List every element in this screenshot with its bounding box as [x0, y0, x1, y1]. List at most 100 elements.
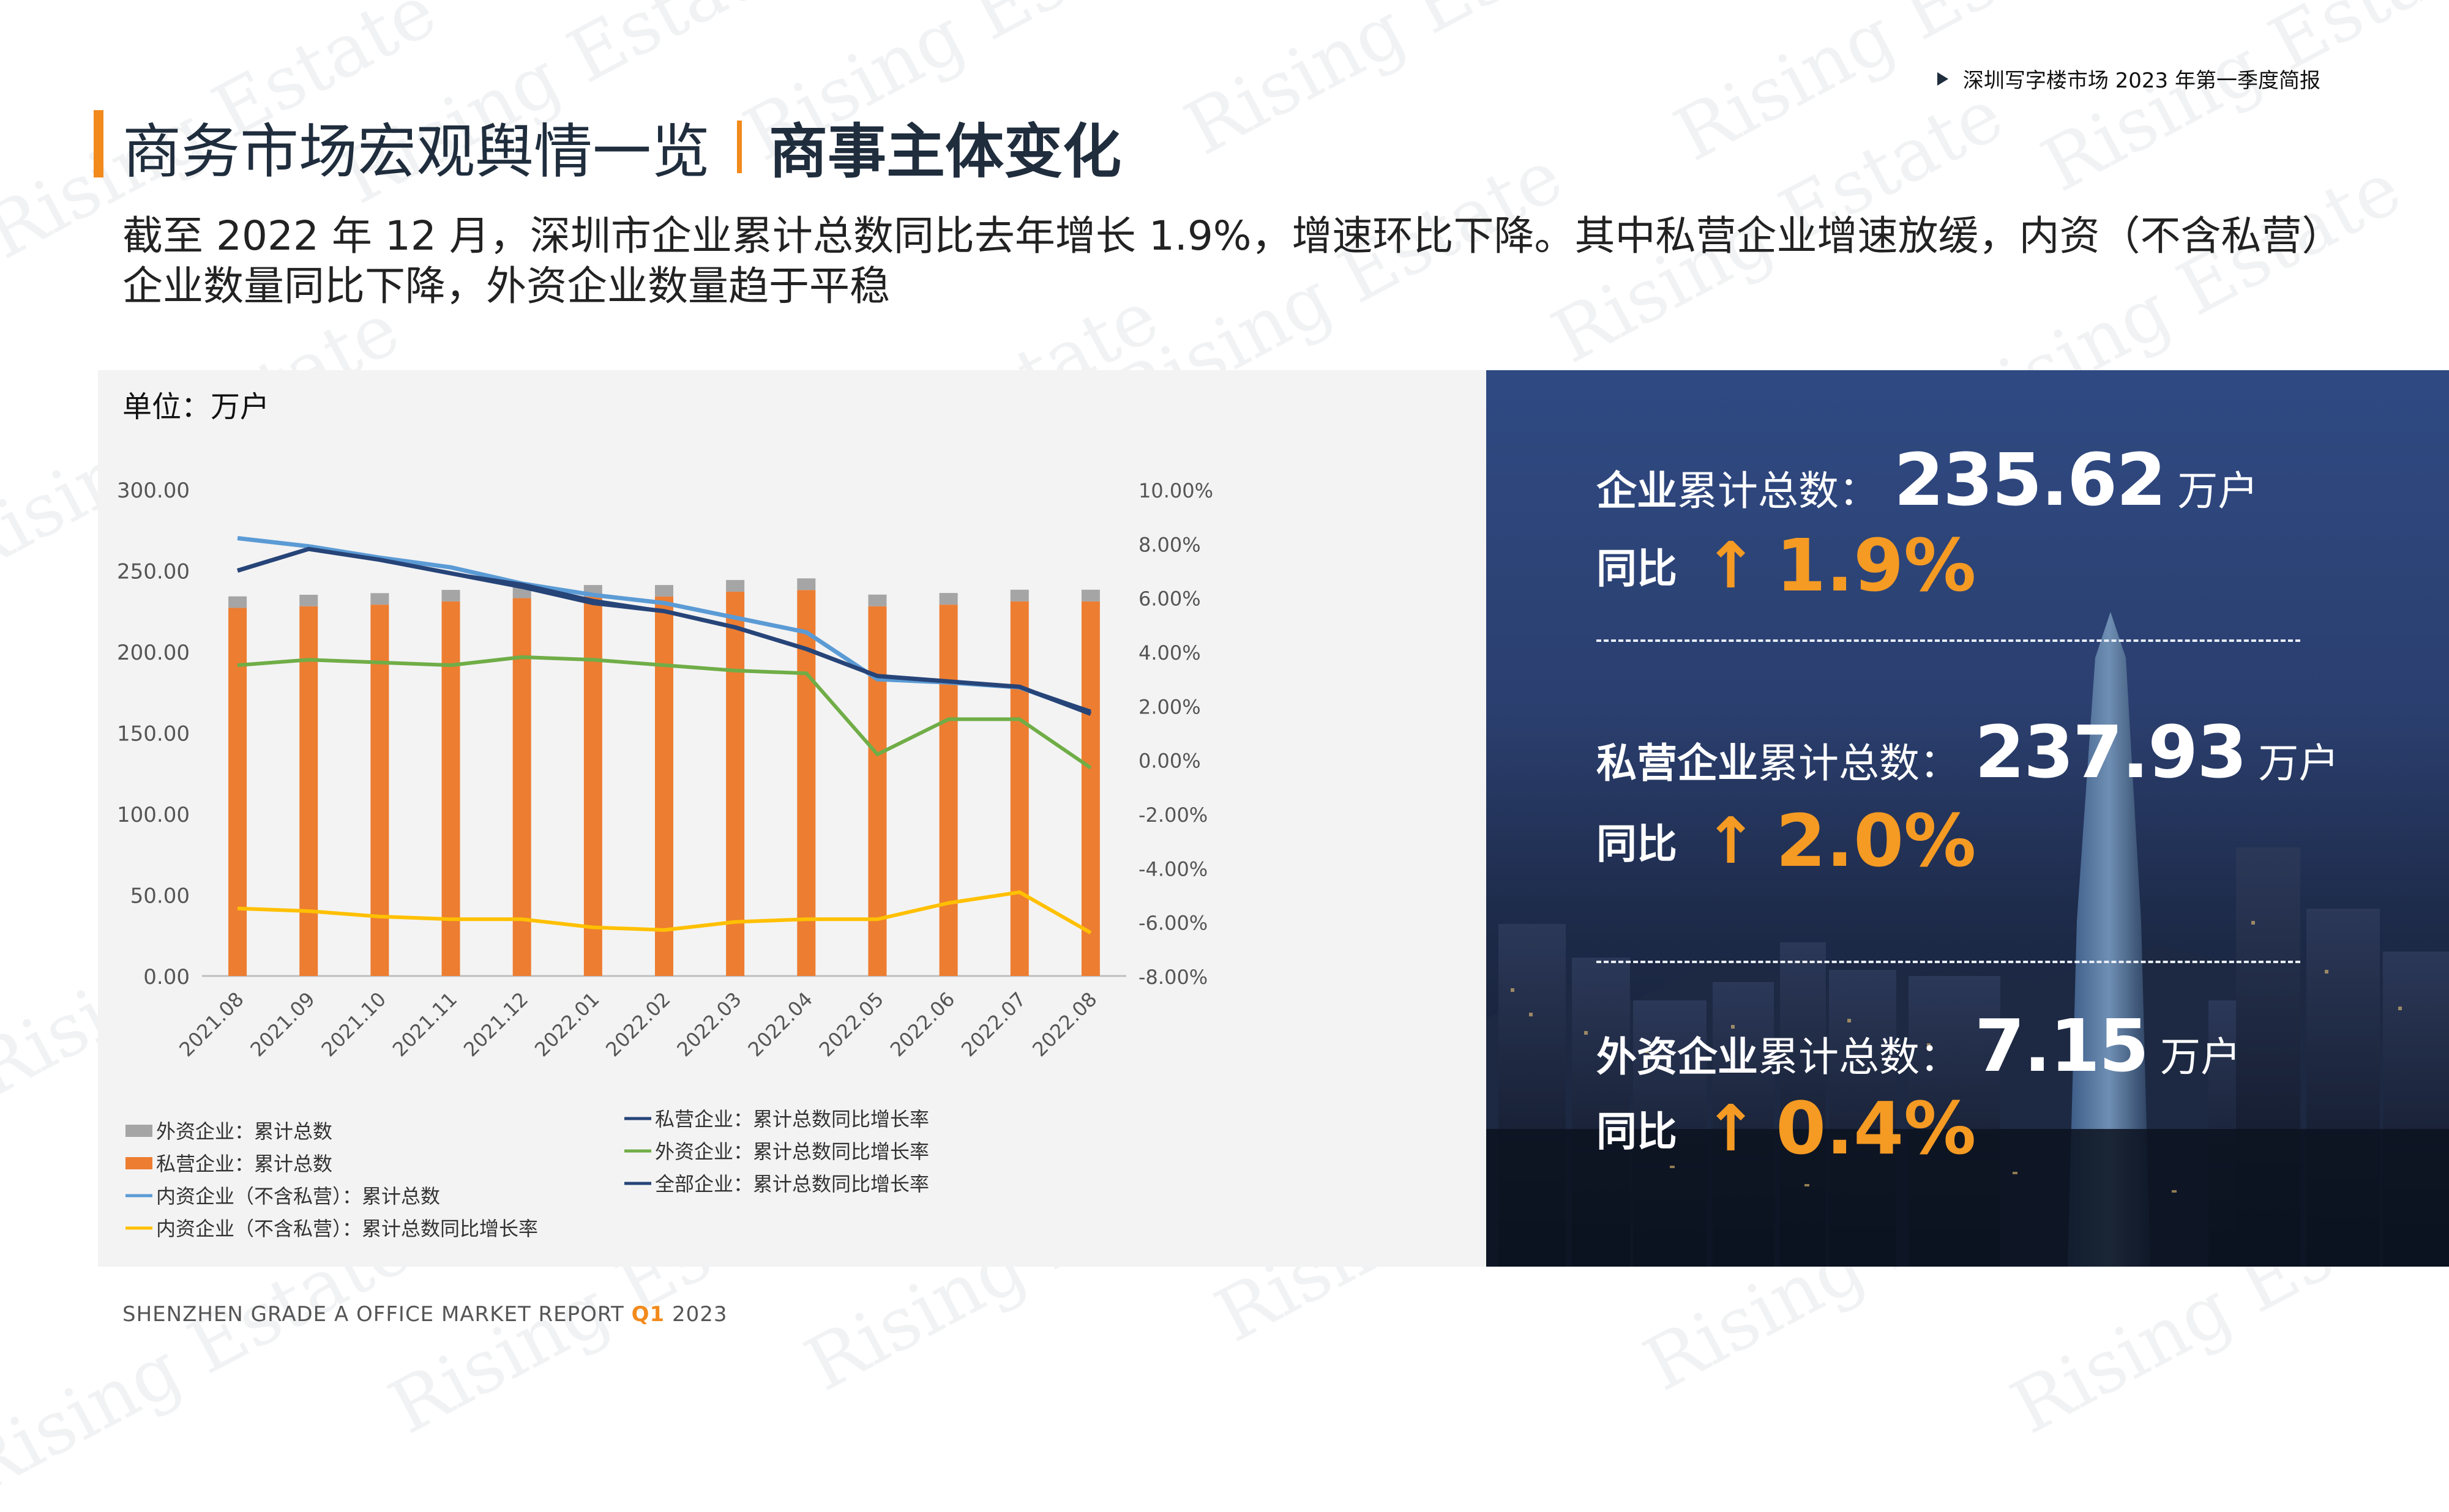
up-arrow-icon: ↑ — [1704, 1091, 1758, 1166]
y-axis-tick-label: 50.00 — [130, 884, 190, 909]
yoy-label: 同比 — [1596, 1108, 1677, 1155]
yoy-value: 0.4% — [1776, 1086, 1976, 1171]
y-axis-tick-label: 100.00 — [117, 803, 190, 827]
y2-axis-tick-label: 10.00% — [1139, 479, 1213, 502]
x-axis-tick-label: 2021.12 — [459, 988, 533, 1061]
footer-report-name: SHENZHEN GRADE A OFFICE MARKET REPORT — [122, 1302, 624, 1327]
y2-axis-tick-label: -2.00% — [1139, 803, 1208, 827]
yoy-label: 同比 — [1596, 821, 1677, 868]
x-axis-tick-label: 2022.02 — [601, 988, 675, 1061]
x-axis-tick-label: 2022.08 — [1028, 988, 1101, 1061]
stat-label-bold: 私营企业 — [1596, 740, 1758, 787]
report-header-note: 深圳写字楼市场 2023 年第一季度简报 — [1937, 64, 2320, 94]
legend-swatch-bar — [125, 1125, 152, 1137]
bar-private-enterprises — [299, 606, 318, 976]
legend-label: 私营企业：累计总数 — [156, 1152, 332, 1175]
bar-foreign-enterprises — [1010, 589, 1029, 601]
footer: SHENZHEN GRADE A OFFICE MARKET REPORT Q1… — [122, 1302, 728, 1327]
yoy-value: 1.9% — [1776, 523, 1976, 608]
stat-private-yoy: 同比 ↑ 2.0% — [1596, 799, 1976, 883]
y2-axis-tick-label: 2.00% — [1139, 695, 1201, 718]
stat-unit: 万户 — [2177, 467, 2259, 515]
stat-label: 累计总数： — [1677, 467, 1879, 515]
stat-foreign-yoy: 同比 ↑ 0.4% — [1596, 1086, 1976, 1171]
stat-unit: 万户 — [2258, 740, 2339, 787]
bar-private-enterprises — [1081, 601, 1100, 976]
x-axis-tick-label: 2022.03 — [672, 988, 746, 1061]
yoy-label: 同比 — [1596, 545, 1677, 592]
chart-unit-label: 单位：万户 — [122, 390, 270, 424]
bar-private-enterprises — [583, 596, 602, 976]
up-arrow-icon: ↑ — [1704, 528, 1758, 603]
y2-axis-tick-label: -4.00% — [1139, 857, 1208, 881]
line-foreign-growth — [237, 655, 1092, 770]
y-axis-tick-label: 300.00 — [117, 479, 190, 503]
legend-label: 外资企业：累计总数 — [156, 1120, 332, 1143]
stat-label: 累计总数： — [1758, 740, 1960, 787]
bar-private-enterprises — [1010, 601, 1029, 976]
bar-foreign-enterprises — [797, 578, 816, 590]
city-skyline-image — [1486, 612, 2449, 1267]
page-title: 商务市场宏观舆情一览 商事主体变化 — [122, 104, 1121, 189]
divider — [1596, 639, 2300, 642]
y-axis-tick-label: 250.00 — [117, 560, 190, 584]
x-axis-tick-label: 2022.01 — [530, 988, 604, 1061]
stat-value: 235.62 — [1894, 438, 2166, 522]
bar-foreign-enterprises — [726, 579, 745, 592]
stat-label-bold: 企业 — [1596, 467, 1677, 515]
header-note-text: 深圳写字楼市场 2023 年第一季度简报 — [1962, 69, 2320, 93]
divider — [1596, 961, 2300, 963]
y2-axis-tick-label: -6.00% — [1139, 912, 1208, 935]
bar-private-enterprises — [228, 608, 247, 976]
x-axis-tick-label: 2021.08 — [174, 988, 248, 1061]
chart-panel — [98, 370, 1486, 1267]
x-axis-tick-label: 2022.05 — [815, 988, 888, 1061]
page-title-main: 商务市场宏观舆情一览 — [122, 117, 710, 186]
bar-private-enterprises — [868, 606, 887, 976]
stat-label-bold: 外资企业 — [1596, 1033, 1758, 1081]
yoy-value: 2.0% — [1776, 799, 1976, 883]
legend-label: 内资企业（不含私营）：累计总数同比增长率 — [156, 1217, 538, 1240]
footer-quarter: Q1 — [631, 1302, 665, 1327]
y2-axis-tick-label: 0.00% — [1139, 750, 1201, 773]
legend-label: 私营企业：累计总数同比增长率 — [655, 1108, 929, 1131]
stat-value: 237.93 — [1975, 710, 2247, 794]
bar-private-enterprises — [655, 596, 673, 976]
stat-value: 7.15 — [1975, 1004, 2149, 1088]
legend-label: 全部企业：累计总数同比增长率 — [655, 1172, 929, 1196]
bar-private-enterprises — [512, 598, 531, 976]
x-axis-tick-label: 2022.06 — [886, 988, 959, 1061]
x-axis-tick-label: 2022.04 — [744, 988, 817, 1061]
summary-text: 截至 2022 年 12 月，深圳市企业累计总数同比去年增长 1.9%，增速环比… — [122, 212, 2322, 310]
stat-foreign-enterprises: 外资企业 累计总数： 7.15 万户 — [1596, 1004, 2241, 1088]
y2-axis-tick-label: 6.00% — [1139, 587, 1201, 611]
up-arrow-icon: ↑ — [1704, 803, 1758, 878]
combo-chart: 0.00 50.00 100.00 150.00 200.00 250.00 300.00 -… — [117, 479, 1213, 1240]
y-axis-tick-label: 200.00 — [117, 641, 190, 665]
legend-label: 外资企业：累计总数同比增长率 — [655, 1140, 929, 1163]
x-axis-tick-label: 2021.09 — [245, 988, 319, 1061]
line-domestic-growth — [237, 890, 1092, 934]
y2-axis-tick-label: 8.00% — [1139, 533, 1201, 556]
stat-total-enterprises: 企业 累计总数： 235.62 万户 — [1596, 438, 2258, 522]
line-all-enterprises-growth — [237, 546, 1092, 716]
play-triangle-icon — [1937, 72, 1948, 86]
y2-axis-tick-label: 4.00% — [1139, 641, 1201, 665]
footer-year: 2023 — [672, 1302, 728, 1327]
y-axis-tick-label: 0.00 — [143, 965, 190, 989]
bar-foreign-enterprises — [299, 594, 318, 606]
watermark-text: Rising Estate — [1172, 0, 1650, 172]
stat-private-enterprises: 私营企业 累计总数： 237.93 万户 — [1596, 710, 2339, 794]
bar-foreign-enterprises — [939, 593, 958, 605]
bar-private-enterprises — [797, 590, 816, 976]
bar-foreign-enterprises — [655, 585, 673, 597]
stat-total-yoy: 同比 ↑ 1.9% — [1596, 523, 1976, 608]
stat-unit: 万户 — [2160, 1033, 2241, 1081]
bar-foreign-enterprises — [1081, 589, 1100, 601]
y-axis-tick-label: 150.00 — [117, 722, 190, 747]
page-title-sub: 商事主体变化 — [769, 117, 1121, 186]
stats-panel: 企业 累计总数： 235.62 万户 同比 ↑ 1.9% 私营企业 累计总数： 23… — [1486, 370, 2449, 1267]
title-accent-bar — [94, 110, 103, 177]
title-separator — [737, 120, 742, 173]
bar-foreign-enterprises — [228, 596, 247, 608]
